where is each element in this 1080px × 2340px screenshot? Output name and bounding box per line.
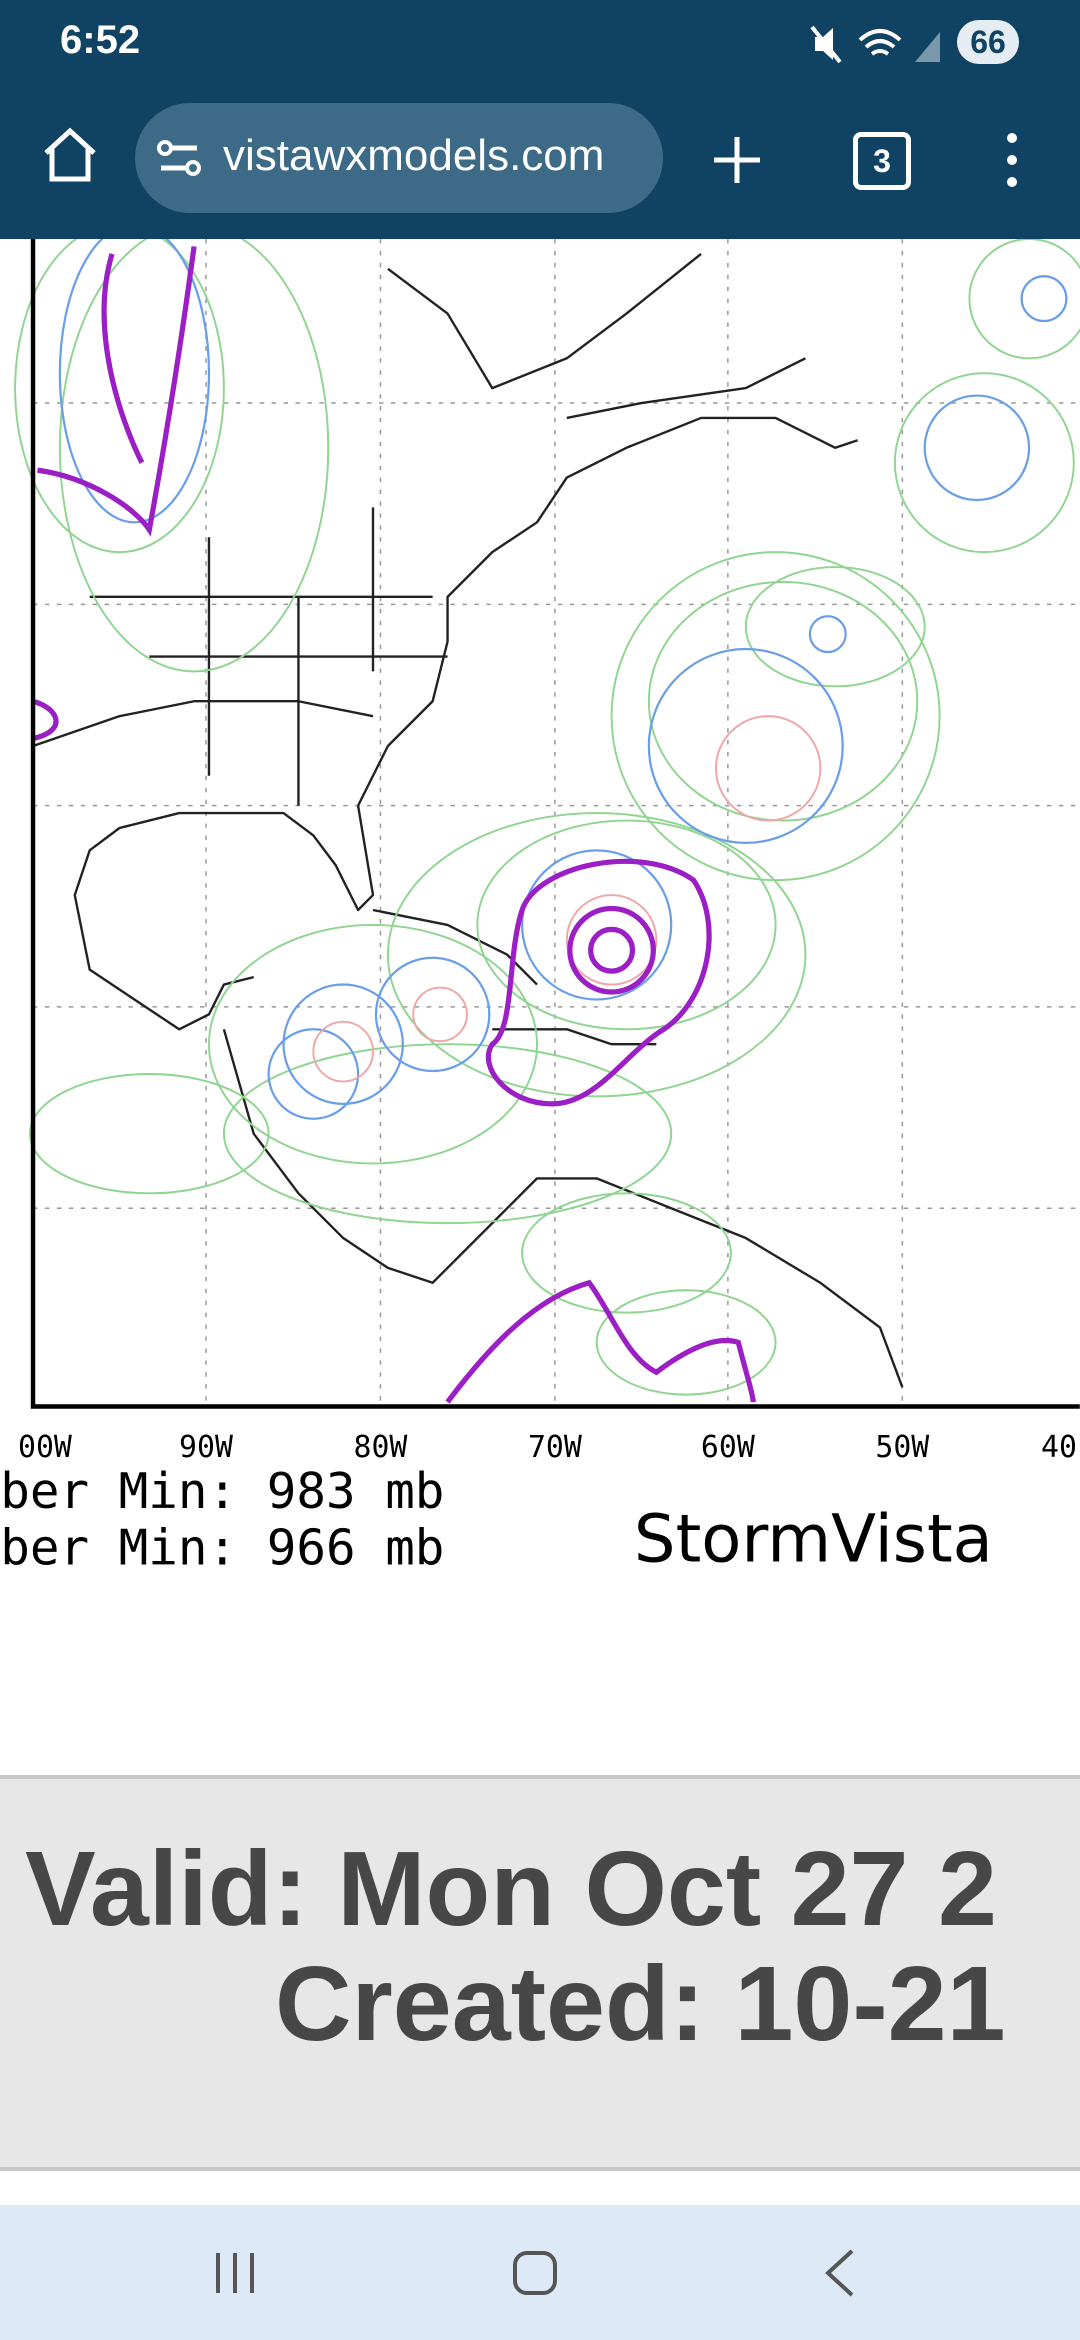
battery-level: 66: [957, 20, 1019, 64]
recents-button[interactable]: [216, 2253, 254, 2293]
home-nav-button[interactable]: [513, 2251, 557, 2295]
tab-switcher[interactable]: 3: [853, 132, 911, 190]
x-axis-label: 00W: [18, 1430, 72, 1465]
x-axis-label: 60W: [701, 1430, 755, 1465]
created-date: Created: 10-21: [275, 1945, 1006, 2063]
browser-header: 6:52 66 vistawxmodels.com 3: [0, 0, 1080, 239]
x-axis-label: 70W: [528, 1430, 582, 1465]
home-button[interactable]: [40, 125, 100, 185]
navigation-bar: [0, 2205, 1080, 2340]
weather-map: 00W 90W 80W 70W 60W 50W 40 ber Min: 983 …: [0, 239, 1080, 1578]
footer-line: ber Min: 983 mb: [0, 1462, 444, 1520]
new-tab-button[interactable]: [712, 135, 762, 185]
x-axis-label: 50W: [875, 1430, 929, 1465]
x-axis-label: 80W: [354, 1430, 408, 1465]
brand-logo: StormVista: [634, 1502, 993, 1578]
nav-buttons: [216, 2249, 854, 2297]
clock: 6:52: [60, 18, 141, 62]
info-panel: Valid: Mon Oct 27 2 Created: 10-21: [0, 1775, 1080, 2171]
url-text: vistawxmodels.com: [223, 131, 605, 180]
status-icons: [810, 25, 940, 64]
x-axis-label: 40: [1041, 1430, 1077, 1465]
menu-button[interactable]: [1000, 130, 1024, 190]
footer-line: ber Min: 966 mb: [0, 1519, 444, 1577]
site-settings-icon[interactable]: [157, 138, 207, 178]
back-button[interactable]: [825, 2249, 854, 2297]
valid-time: Valid: Mon Oct 27 2: [25, 1830, 997, 1948]
address-bar[interactable]: vistawxmodels.com: [135, 103, 663, 213]
x-axis-label: 90W: [179, 1430, 233, 1465]
